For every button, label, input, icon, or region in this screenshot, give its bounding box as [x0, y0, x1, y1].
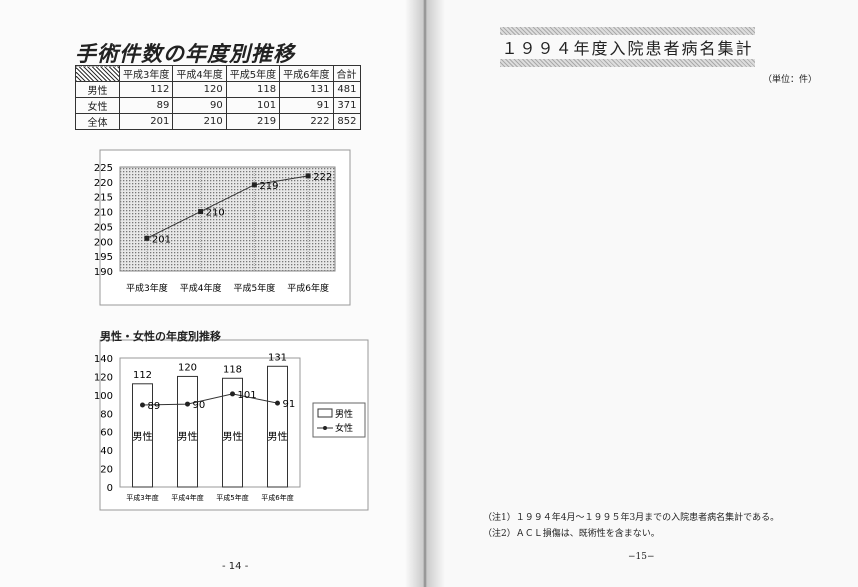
data-point: [230, 391, 235, 397]
note-1: （注1）１９９４年4月〜１９９５年3月までの入院患者病名集計である。: [483, 513, 780, 523]
y-tick-label: 225: [94, 163, 113, 174]
data-point: [140, 402, 145, 408]
page-title: 手術件数の年度別推移: [75, 42, 295, 66]
cell: 852: [332, 113, 361, 130]
note-2: （注2）ＡＣＬ損傷は、既術性を含まない。: [483, 529, 660, 539]
page-number: −15−: [628, 552, 655, 562]
bar-male: [267, 365, 288, 488]
cell: 210: [172, 113, 227, 130]
y-tick-label: 205: [94, 222, 113, 233]
page-number: - 14 -: [222, 561, 249, 572]
data-label: 120: [178, 362, 197, 373]
cell: 201: [118, 113, 174, 130]
data-label: 131: [268, 352, 287, 363]
y-tick-label: 40: [100, 446, 113, 457]
data-label: 90: [193, 400, 206, 411]
unit-label: （単位：件）: [763, 75, 818, 85]
y-tick-label: 190: [94, 267, 113, 278]
y-tick-label: 215: [94, 193, 113, 204]
y-tick-label: 200: [94, 237, 113, 248]
column-header: 合計: [332, 65, 361, 82]
legend-label: 男性: [335, 408, 353, 420]
y-tick-label: 80: [100, 409, 113, 420]
y-tick-label: 20: [100, 465, 113, 476]
bar-male: [222, 377, 243, 488]
surgery-count-table: 平成3年度 平成4年度 平成5年度 平成6年度 合計 男性 112 120 118 13…: [75, 65, 361, 130]
bar-male: [132, 383, 153, 488]
bar-label: 男性: [223, 430, 243, 443]
y-tick-label: 210: [94, 208, 113, 219]
series-line-female: [142, 393, 278, 406]
y-tick-label: 100: [94, 391, 113, 402]
data-point: [144, 235, 150, 241]
y-tick-label: 195: [94, 252, 113, 263]
data-point: [198, 209, 204, 215]
y-tick-label: 140: [94, 354, 113, 365]
x-tick-label: 平成4年度: [180, 282, 222, 294]
data-label: 91: [283, 399, 296, 410]
bar-chart-title: 男性・女性の年度別推移: [100, 330, 221, 343]
cell: 91: [279, 97, 334, 114]
x-tick-label: 平成4年度: [171, 493, 203, 502]
cell: 222: [279, 113, 334, 130]
data-point: [275, 400, 280, 406]
legend-swatch-male: [317, 408, 333, 418]
x-tick-label: 平成6年度: [261, 493, 293, 502]
data-label: 101: [238, 390, 257, 401]
x-tick-label: 平成6年度: [287, 282, 329, 294]
title-banner: １９９４年度入院患者病名集計: [500, 27, 755, 67]
legend-label: 女性: [335, 422, 353, 434]
y-tick-label: 120: [94, 372, 113, 383]
y-tick-label: 220: [94, 178, 113, 189]
x-tick-label: 平成5年度: [234, 282, 276, 294]
data-point: [185, 401, 190, 407]
total-line-chart: 190195200205210215220225平成3年度 平成4年度 平成5年度平…: [94, 149, 369, 511]
data-label: 210: [206, 208, 225, 219]
bar-label: 男性: [178, 430, 198, 443]
legend-marker: [323, 426, 327, 430]
data-label: 118: [223, 364, 242, 375]
table-row: 女性 89 90 101 91 371: [75, 97, 361, 114]
x-tick-label: 平成3年度: [126, 282, 168, 294]
y-tick-label: 0: [107, 483, 113, 494]
data-label: 201: [152, 234, 171, 245]
data-point: [305, 173, 311, 179]
right-page: [425, 0, 858, 587]
page-title: １９９４年度入院患者病名集計: [500, 35, 755, 59]
data-point: [251, 182, 257, 188]
bar-label: 男性: [133, 430, 153, 443]
series-line: [146, 175, 309, 239]
data-label: 89: [148, 401, 161, 412]
table-row: 全体 201 210 219 222 852: [75, 113, 361, 130]
x-tick-label: 平成3年度: [126, 493, 158, 502]
row-label: 全体: [75, 113, 120, 130]
plot-area: [119, 357, 301, 488]
data-label: 222: [313, 172, 332, 183]
plot-area: [119, 166, 336, 272]
data-label: 112: [133, 370, 152, 381]
data-label: 219: [259, 181, 278, 192]
x-tick-label: 平成5年度: [216, 493, 248, 502]
bar-label: 男性: [268, 430, 288, 443]
y-tick-label: 60: [100, 428, 113, 439]
binding-spine: [405, 0, 445, 587]
